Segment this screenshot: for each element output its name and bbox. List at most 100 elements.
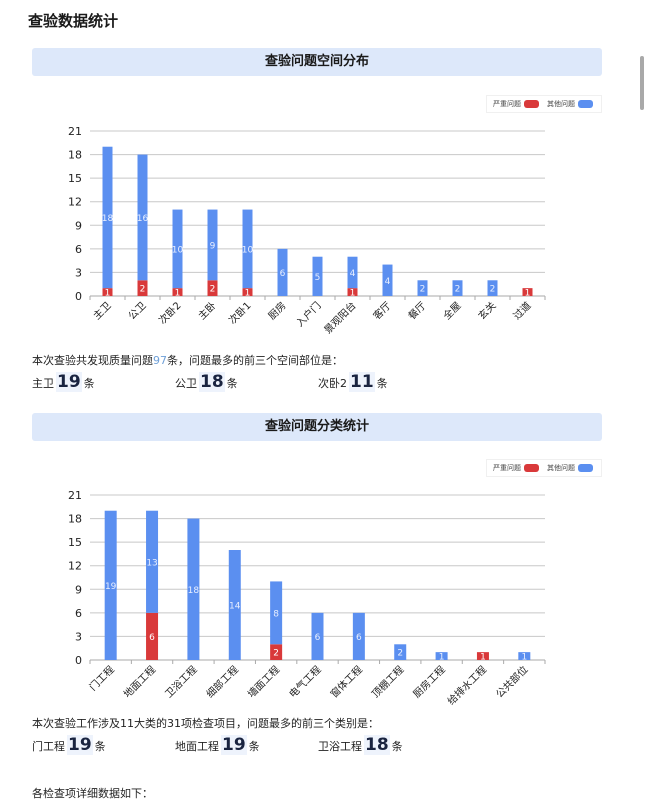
x-tick-label: 主卫 [91,300,114,323]
x-tick-label: 入户门 [293,299,323,329]
x-tick-label: 玄关 [475,299,498,322]
bar-severe [270,644,283,660]
bar-severe [522,288,533,296]
legend-severe-swatch [524,100,539,108]
legend-severe-swatch [524,464,539,472]
y-tick-label: 12 [68,196,82,209]
bar-other [187,518,200,660]
x-tick-label: 卫浴工程 [163,664,200,701]
bar-other [146,510,159,613]
bar-other [352,612,365,660]
top3-unit: 条 [376,377,388,390]
top3-name: 门工程 [32,740,65,753]
x-tick-label: 次卧1 [226,299,254,327]
bar-value-label: 16 [137,214,149,224]
legend-other-swatch [578,100,593,108]
x-tick-label: 电气工程 [286,663,323,700]
space-top3-item: 次卧2 11 条 [318,372,388,392]
x-tick-label: 顶棚工程 [369,663,406,700]
bar-group: 6 13 地面工程 [121,510,159,700]
space-top3-item: 公卫 18 条 [175,372,238,392]
top3-unit: 条 [391,740,403,753]
category-top3: 门工程 19 条 地面工程 19 条 卫浴工程 18 条 [32,735,592,759]
y-tick-label: 21 [68,489,82,502]
bar-value-label: 2 [140,285,146,295]
x-tick-label: 过道 [510,299,533,322]
bar-severe [137,280,148,296]
bar-value-label: 4 [350,269,356,279]
bar-value-label: 6 [315,633,321,643]
bar-value-label: 1 [480,653,486,663]
scrollbar[interactable] [640,56,644,110]
section-header-space-distribution: 查验问题空间分布 [32,48,602,76]
chart2-svg: 03691215182119门工程613地面工程18卫浴工程14细部工程28墙面… [68,489,546,707]
y-tick-label: 15 [68,536,82,549]
bar-other [487,280,498,296]
section-header-category-stats: 查验问题分类统计 [32,413,602,441]
top3-name: 公卫 [175,377,197,390]
legend-other-label: 其他问题 [547,464,575,472]
bar-value-label: 1 [525,289,531,299]
chart-space-distribution: 0 3 6 9 12 15 18 21 1 18 主卫 2 16 公卫 1 10 次卧2 2 9 主卧 1 10 次卧1 6 厨… [0,120,649,350]
x-tick-label: 客厅 [370,299,393,322]
bar-severe [102,288,113,296]
bar-value-label: 1 [105,289,111,299]
bar-group: 6 厨房 [265,248,289,322]
space-top3-item: 主卫 19 条 [32,372,95,392]
y-tick-label: 0 [75,290,82,303]
x-tick-label: 墙面工程 [245,663,282,700]
top3-unit: 条 [248,740,260,753]
bar-value-label: 5 [315,273,321,283]
bar-group: 1 10 次卧2 [156,209,184,327]
detail-data-label: 各检查项详细数据如下： [32,787,153,800]
bar-value-label: 6 [149,633,155,643]
bar-value-label: 18 [188,586,200,596]
y-tick-label: 12 [68,560,82,573]
bar-other [137,154,148,281]
bar-value-label: 2 [420,285,426,295]
y-tick-label: 9 [75,583,82,596]
chart1-legend: 严重问题 其他问题 [486,95,602,113]
bar-value-label: 8 [273,609,279,619]
bar-other [102,146,113,289]
top3-count: 19 [221,735,247,755]
bar-other [207,209,218,281]
x-tick-label: 次卧2 [156,299,184,327]
chart-category-stats: 0 3 6 9 12 15 18 21 19 门工程 6 13 地面工程 18 卫浴工程 14 细部工程 2 8 墙面… [0,484,649,714]
bar-value-label: 6 [280,269,286,279]
bar-severe [172,288,183,296]
category-top3-item: 门工程 19 条 [32,735,106,755]
bar-severe [242,288,253,296]
legend-severe-label: 严重问题 [493,100,521,108]
bar-group: 2 餐厅 [405,280,429,322]
top3-name: 次卧2 [318,377,347,390]
top3-count: 18 [364,735,390,755]
x-tick-label: 全屋 [440,299,463,322]
x-tick-label: 景观阳台 [321,299,358,336]
space-summary-count: 97 [153,354,167,367]
bar-group: 2 全屋 [440,280,464,322]
bar-group: 5 入户门 [293,256,324,329]
bar-value-label: 2 [273,649,279,659]
bar-value-label: 1 [245,289,251,299]
bar-value-label: 4 [385,277,391,287]
top3-unit: 条 [83,377,95,390]
bar-value-label: 9 [210,241,216,251]
bar-other [104,510,117,660]
x-tick-label: 门工程 [86,663,116,693]
y-tick-label: 6 [75,243,82,256]
x-tick-label: 餐厅 [405,299,428,322]
bar-severe [476,652,489,660]
bar-other [394,644,407,660]
y-tick-label: 15 [68,172,82,185]
space-summary-suffix: 条，问题最多的前三个空间部位是： [167,354,343,367]
bar-group: 19 门工程 [86,510,117,693]
legend-severe-label: 严重问题 [493,464,521,472]
bar-value-label: 1 [439,653,445,663]
y-tick-label: 3 [75,266,82,279]
x-tick-label: 公共部位 [493,663,530,700]
x-tick-label: 主卧 [195,299,218,322]
bar-group: 18 卫浴工程 [163,518,200,701]
space-summary: 本次查验共发现质量问题97条，问题最多的前三个空间部位是： [32,352,343,368]
